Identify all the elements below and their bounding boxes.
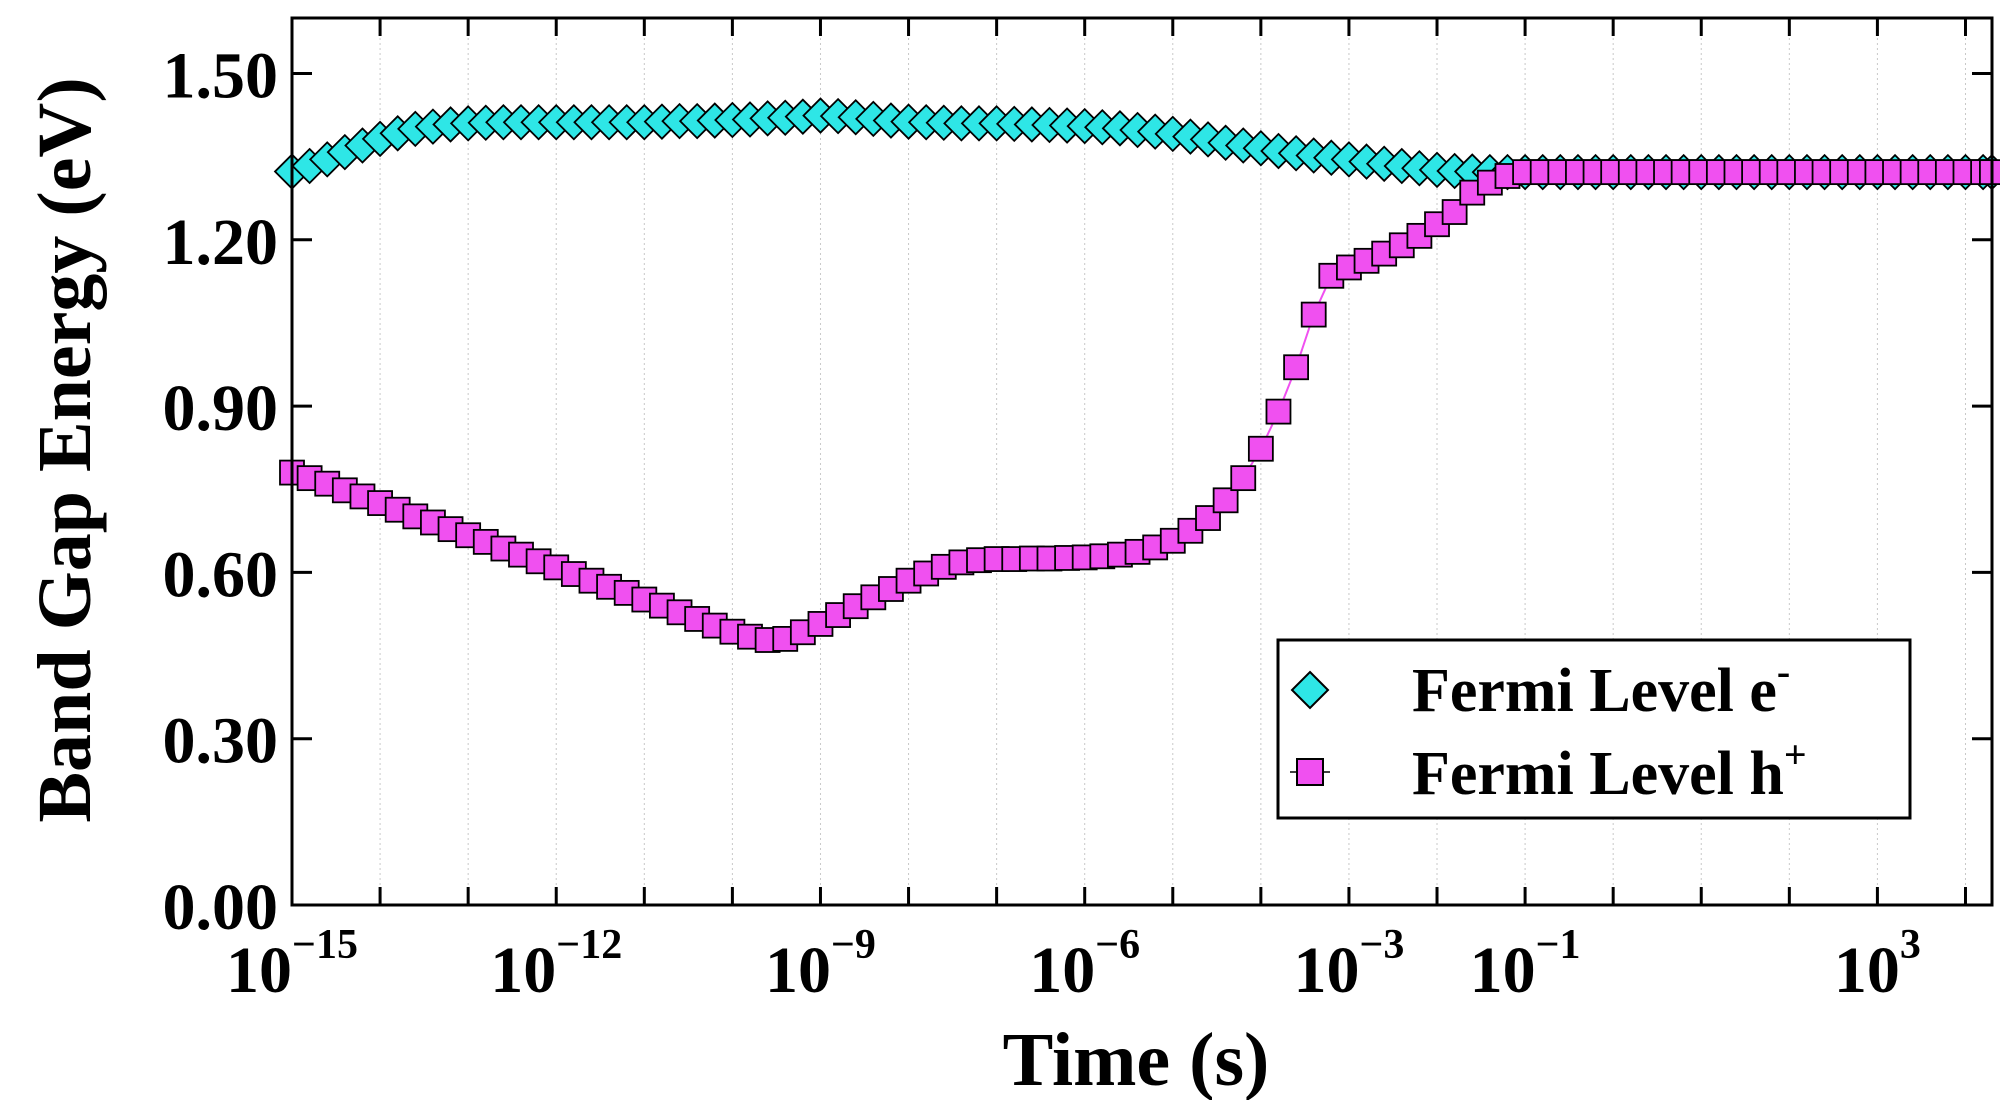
legend-label-electron: Fermi Level e-: [1412, 649, 1790, 725]
series-markers: [273, 97, 2000, 653]
legend-label-hole: Fermi Level h+: [1412, 732, 1807, 808]
data-point-hole: [1230, 465, 1257, 492]
y-tick-label: 0.30: [163, 705, 279, 778]
y-tick-label: 0.00: [163, 871, 279, 944]
data-point-hole: [1212, 487, 1239, 514]
legend-marker-hole: [1296, 758, 1324, 786]
data-point-hole: [1300, 301, 1327, 328]
y-tick-label: 0.90: [163, 372, 279, 445]
x-tick-label: 10−1: [1470, 922, 1581, 1007]
data-point-hole: [1265, 398, 1292, 425]
y-tick-label: 1.50: [163, 39, 279, 112]
legend-marker-electron: [1290, 670, 1330, 710]
axis-ticks: [290, 18, 1992, 907]
y-axis-title: Band Gap Energy (eV): [23, 77, 107, 822]
x-tick-label: 10−3: [1293, 922, 1404, 1007]
plot-frame: [290, 16, 1994, 907]
y-tick-label: 1.20: [163, 206, 279, 279]
x-tick-label: 10−15: [226, 922, 358, 1007]
data-point-hole: [1979, 159, 2000, 186]
legend: Fermi Level e- Fermi Level h+: [1276, 638, 1912, 820]
y-tick-label: 0.60: [163, 538, 279, 611]
data-point-hole: [1283, 354, 1309, 381]
x-tick-label: 103: [1834, 922, 1921, 1007]
x-axis-title: Time (s): [1003, 1018, 1270, 1100]
legend-box: [1276, 638, 1912, 820]
x-tick-label: 10−6: [1029, 922, 1140, 1007]
x-tick-label: 10−12: [490, 922, 622, 1007]
x-tick-label: 10−9: [765, 922, 876, 1007]
data-point-hole: [1247, 435, 1274, 462]
tick-labels: 10−15 10−12 10−9 10−6 10−3 10−1 103 0.00 0.30 0.6…: [163, 39, 1921, 1007]
